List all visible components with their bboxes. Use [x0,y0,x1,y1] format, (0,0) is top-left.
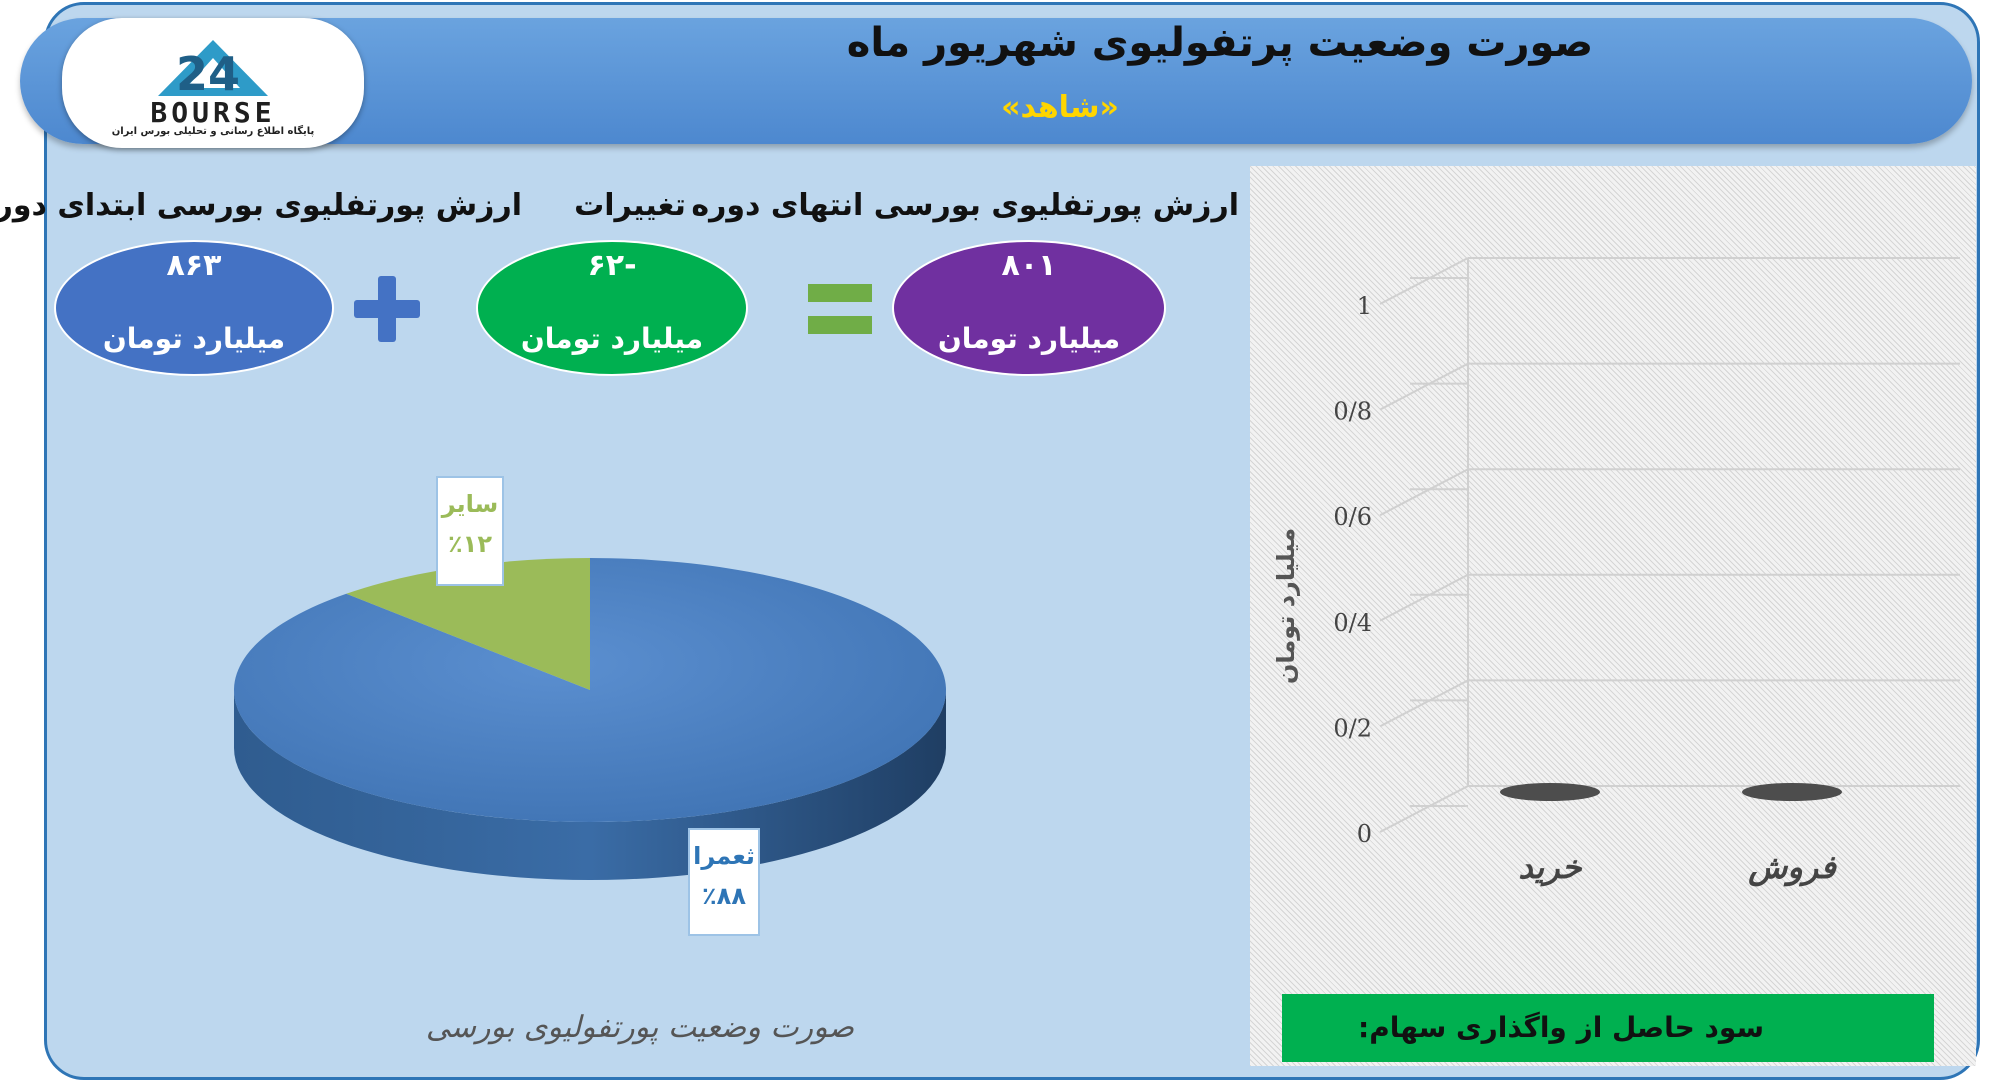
bar-y-tick-label: 0/2 [1333,714,1372,742]
pie-chart-title: صورت وضعیت پورتفولیوی بورسی [425,1010,855,1045]
pie-label-other-percent: ٪۱۲ [448,530,492,558]
end-value-oval: ۸۰۱ میلیارد تومان [892,240,1166,376]
start-value-label: ارزش پورتفلیوی بورسی ابتدای دوره [0,188,522,223]
page-subtitle: «شاهد» [1001,90,1119,125]
page-title: صورت وضعیت پرتفولیوی شهریور ماه [846,20,1594,66]
bar-category-label: خرید [1518,848,1582,887]
change-value-oval: -۶۲ میلیارد تومان [476,240,748,376]
pie-label-other-name: سایر [441,490,499,518]
end-value: ۸۰۱ [1001,248,1057,283]
bar-y-tick-label: 0/6 [1333,503,1372,531]
bar-mark [1500,783,1600,801]
equals-icon [808,284,872,334]
trade-bar-chart: 0 0/2 0/4 0/6 0/8 1 خرید فروش میلیارد تومان [1272,257,1960,887]
bar-grid-side [1379,573,1469,622]
bar-chart-y-axis-label: میلیارد تومان [1272,528,1300,684]
bar-grid-side [1379,468,1469,517]
pie-label-other: سایر ٪۱۲ [436,476,504,586]
bar-y-tick-label: 0 [1357,820,1372,848]
pie-side [234,690,946,880]
bar-category-label: فروش [1747,848,1837,887]
bar-y-tick-label: 0/4 [1333,609,1372,637]
bar-mark [1742,783,1842,801]
bar-y-tick-label: 0/8 [1333,398,1372,426]
bar-grid-side [1379,679,1469,728]
bar-grid-side [1379,257,1469,305]
bar-grid-side [1379,785,1469,833]
start-value: ۸۶۳ [166,248,222,283]
bar-grid-side [1379,362,1469,411]
end-value-label: ارزش پورتفلیوی بورسی انتهای دوره [691,188,1239,223]
svg-text:24: 24 [176,47,240,98]
end-unit: میلیارد تومان [937,322,1121,355]
bar-y-tick-label: 1 [1357,292,1372,320]
logo-text: BOURSE [150,96,276,129]
bar-chart-area [1250,166,1976,1066]
profit-from-sale-label: سود حاصل از واگذاری سهام: [1282,994,1934,1062]
start-value-oval: ۸۶۳ میلیارد تومان [54,240,334,376]
plus-icon [354,276,420,342]
logo-mark-icon: 24 [158,40,268,101]
pie-label-main-name: ثعمرا [693,842,755,870]
bourse-logo: 24 BOURSE پایگاه اطلاع رسانی و تحلیلی بو… [62,18,364,148]
pie-slice-other [346,558,590,690]
pie-label-main-percent: ٪۸۸ [702,882,746,910]
change-unit: میلیارد تومان [520,322,704,355]
pie-slice-main [233,558,946,822]
start-unit: میلیارد تومان [102,322,286,355]
change-label: تغییرات [574,188,686,223]
portfolio-pie-chart [233,558,946,880]
logo-subtext: پایگاه اطلاع رسانی و تحلیلی بورس ایران [111,126,315,137]
change-value: -۶۲ [587,248,637,283]
pie-label-main: ثعمرا ٪۸۸ [688,828,760,936]
